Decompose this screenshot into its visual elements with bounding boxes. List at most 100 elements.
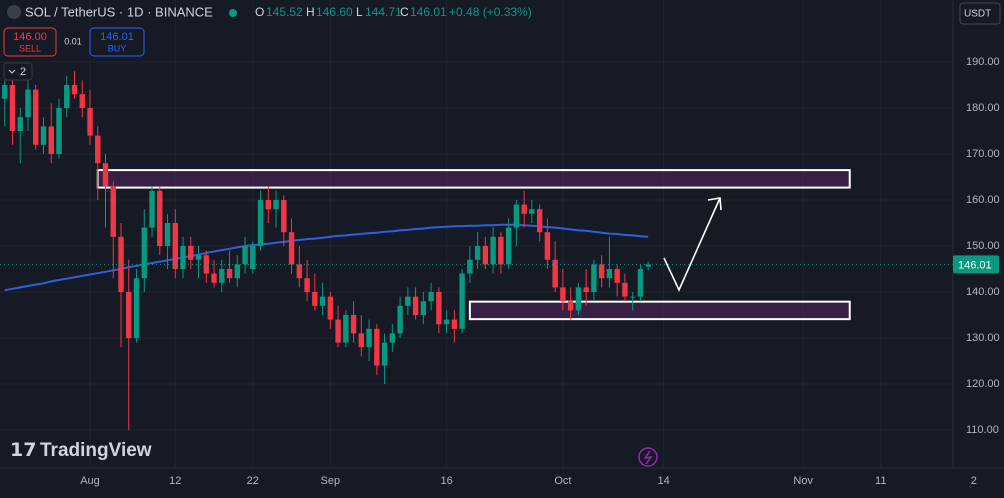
candle-body	[296, 264, 303, 279]
candle-body	[242, 246, 248, 265]
candle-body	[126, 292, 132, 339]
high-value: 146.60	[316, 5, 353, 19]
change: +0.48 (+0.33%)	[449, 5, 532, 19]
currency: USDT	[964, 9, 991, 20]
last-price-label: 146.01	[958, 259, 992, 271]
close-label: C	[400, 5, 409, 19]
x-tick-label: 16	[440, 475, 452, 487]
candle-body	[304, 278, 310, 293]
status-dot	[229, 9, 237, 17]
candle-body	[645, 264, 651, 267]
candle-body	[188, 246, 194, 260]
x-axis: Aug 12 22 Sep 16 Oct 14 Nov 11 2	[80, 475, 977, 487]
indicators-toggle[interactable]	[3, 62, 33, 81]
y-tick-label: 130.00	[966, 332, 1000, 344]
x-tick-label: Aug	[80, 475, 100, 487]
buy-label: BUY	[108, 43, 127, 53]
open-label: O	[255, 5, 264, 19]
candle-body	[273, 200, 279, 210]
symbol[interactable]: SOL / TetherUS · 1D · BINANCE	[25, 4, 213, 19]
high-label: H	[306, 5, 315, 19]
candle-body	[451, 319, 458, 329]
candle-body	[490, 236, 496, 265]
candle-body	[17, 117, 23, 132]
candle-body	[33, 89, 39, 145]
candle-body	[149, 190, 155, 228]
sell-label: SELL	[19, 43, 41, 53]
candle-body	[474, 246, 481, 260]
y-tick-label: 150.00	[966, 240, 1000, 252]
candle-body	[95, 135, 101, 164]
candle-body	[498, 236, 504, 265]
y-tick-label: 110.00	[966, 424, 999, 436]
zone	[468, 300, 851, 321]
sell-button[interactable]	[3, 27, 57, 57]
candle-body	[118, 236, 124, 293]
events-icon[interactable]	[638, 447, 658, 467]
price-axis	[953, 0, 1004, 468]
y-tick-label: 170.00	[966, 148, 1000, 160]
x-tick-label: Nov	[793, 475, 813, 487]
y-tick-label: 140.00	[966, 286, 1000, 298]
candle-body	[513, 204, 520, 228]
candle-body	[598, 264, 605, 279]
candle-body	[157, 190, 163, 247]
bolt	[643, 450, 653, 465]
candle-body	[575, 287, 582, 311]
candle-body	[48, 126, 54, 155]
sell-price: 146.00	[13, 31, 47, 43]
candle-body	[397, 305, 403, 334]
candle-body	[79, 94, 85, 109]
low-value: 144.71	[365, 5, 402, 19]
candle-body	[110, 186, 116, 237]
buy-price: 146.01	[100, 31, 134, 43]
x-tick-label: 12	[169, 475, 181, 487]
candle-body	[389, 333, 396, 343]
candle-body	[622, 282, 628, 297]
y-tick-label: 160.00	[966, 194, 1000, 206]
x-tick-label: 11	[875, 475, 886, 487]
candle-body	[288, 232, 295, 265]
candle-body	[629, 296, 636, 298]
candle-body	[560, 287, 566, 302]
candle-body	[265, 200, 272, 210]
candle-body	[102, 163, 109, 187]
candle-body	[412, 296, 419, 316]
candle-body	[219, 269, 225, 283]
y-tick-label: 190.00	[966, 56, 1000, 68]
candle-body	[505, 227, 512, 265]
arrow-head	[707, 197, 722, 211]
brand-logo: 𝟭𝟳	[10, 440, 36, 461]
candle-body	[87, 108, 93, 136]
candle-body	[567, 301, 574, 311]
y-tick-label: 180.00	[966, 102, 1000, 114]
candle-body	[614, 269, 620, 283]
candle-body	[164, 223, 171, 247]
x-tick-label: 14	[658, 475, 670, 487]
candle-body	[529, 209, 535, 214]
candle-body	[71, 85, 78, 95]
zone	[96, 169, 851, 189]
candle-body	[9, 85, 16, 132]
candle-body	[25, 89, 31, 118]
candle-body	[234, 264, 240, 279]
candle-body	[180, 246, 186, 270]
buy-button[interactable]	[89, 27, 145, 57]
candle-body	[459, 273, 465, 329]
candle-body	[591, 264, 597, 293]
candle-body	[544, 232, 551, 260]
brand: TradingView	[40, 440, 152, 461]
candle-body	[319, 296, 326, 306]
x-tick-label: Sep	[321, 475, 341, 487]
candle-body	[358, 333, 365, 348]
y-axis: 110.00 120.00 130.00 140.00 150.00 160.00 170.…	[966, 56, 1000, 436]
candle-body	[420, 301, 427, 316]
currency-button[interactable]	[959, 2, 1001, 25]
candle-body	[64, 85, 70, 109]
candle-body	[436, 292, 442, 325]
candle-body	[521, 204, 527, 214]
candle-body	[467, 259, 473, 274]
x-tick-label: 2	[971, 475, 977, 487]
